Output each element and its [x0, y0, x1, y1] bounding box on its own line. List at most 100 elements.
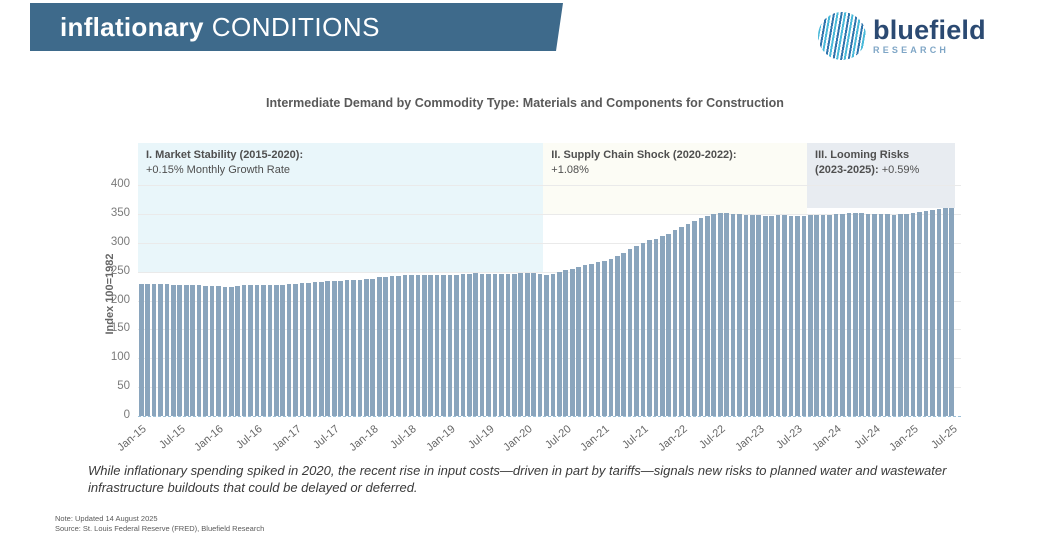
bar: [769, 215, 774, 416]
gridline-50: [138, 387, 961, 389]
header-banner: inflationary CONDITIONS: [30, 3, 563, 51]
bar: [833, 214, 839, 416]
bar: [557, 272, 562, 416]
bar: [209, 286, 215, 416]
period-annotation-1: I. Market Stability (2015-2020): +0.15% M…: [146, 148, 303, 178]
footnotes: Note: Updated 14 August 2025 Source: St.…: [55, 514, 264, 534]
bar: [499, 273, 504, 416]
bar: [473, 273, 479, 416]
gridline-200: [138, 300, 961, 302]
bar: [505, 273, 511, 416]
gridline-150: [138, 329, 961, 331]
bar: [544, 274, 549, 416]
bar: [441, 274, 446, 416]
gridline-400: [138, 185, 961, 186]
y-tick-350: 350: [110, 206, 130, 219]
bar: [698, 217, 704, 416]
bar: [402, 275, 408, 416]
logo-subtitle: RESEARCH: [873, 45, 950, 55]
bar: [531, 273, 536, 416]
bar: [261, 284, 266, 416]
bar: [512, 273, 517, 416]
bar: [775, 215, 781, 416]
bar: [737, 214, 742, 416]
bar: [859, 213, 865, 416]
bar: [235, 286, 241, 416]
bar: [782, 215, 787, 416]
y-tick-100: 100: [110, 351, 130, 364]
bar: [904, 213, 910, 416]
bar: [364, 279, 369, 416]
bar: [190, 285, 195, 416]
bar: [145, 284, 150, 416]
bar: [563, 270, 569, 416]
bar: [917, 212, 922, 416]
bar: [550, 273, 556, 416]
bar: [756, 215, 762, 416]
bar: [801, 215, 807, 416]
bar: [705, 215, 710, 416]
bar: [846, 213, 852, 416]
annotation-title: II. Supply Chain Shock (2020-2022):: [551, 149, 737, 161]
bar: [254, 284, 260, 416]
bar: [653, 238, 659, 416]
bar: [280, 284, 286, 416]
bar: [608, 258, 614, 416]
bar: [569, 268, 575, 416]
bar: [351, 279, 356, 416]
key-takeaway-caption: While inflationary spending spiked in 20…: [88, 463, 947, 495]
y-tick-300: 300: [110, 235, 130, 248]
bar: [949, 207, 955, 416]
bar: [537, 273, 543, 416]
bar: [434, 274, 440, 416]
bar: [138, 284, 144, 416]
bar: [492, 273, 498, 416]
bar: [319, 282, 324, 416]
bar: [634, 245, 639, 416]
gridline-300: [138, 242, 961, 244]
bar: [750, 215, 755, 416]
bar: [602, 261, 607, 416]
bar: [518, 273, 524, 416]
y-tick-0: 0: [123, 409, 130, 421]
bar: [164, 284, 170, 416]
y-tick-200: 200: [110, 293, 130, 306]
bar: [158, 284, 163, 416]
bar: [730, 213, 736, 416]
bar: [711, 213, 717, 416]
bar: [666, 233, 672, 416]
bar: [222, 286, 228, 416]
bar: [383, 276, 388, 416]
bar: [614, 256, 620, 416]
bar: [447, 274, 453, 416]
bar: [409, 275, 414, 416]
bar: [724, 213, 729, 416]
bar: [479, 273, 485, 416]
period-band-3: [807, 143, 955, 208]
bar: [795, 215, 800, 416]
bar: [325, 281, 331, 416]
banner-title-bold: inflationary: [60, 11, 204, 42]
bar: [923, 210, 929, 416]
bar: [762, 215, 768, 416]
period-annotation-2: II. Supply Chain Shock (2020-2022): +1.08…: [551, 148, 736, 178]
bar: [460, 273, 466, 416]
bar: [576, 267, 581, 416]
annotation-title: III. Looming Risks: [815, 149, 910, 161]
bar: [788, 215, 794, 416]
logo-name: bluefield: [873, 15, 986, 45]
annotation-subtitle: +0.15% Monthly Growth Rate: [146, 163, 290, 176]
bar: [241, 285, 247, 416]
bar: [376, 277, 382, 416]
bar: [338, 280, 343, 416]
bar: [910, 212, 916, 416]
bar: [370, 278, 376, 416]
bar: [396, 275, 401, 416]
bar: [685, 223, 691, 416]
bar: [589, 263, 594, 416]
bar: [640, 242, 646, 416]
period-annotation-3: III. Looming Risks (2023-2025): +0.59%: [815, 148, 919, 178]
bar: [717, 212, 723, 416]
bar: [840, 213, 845, 416]
